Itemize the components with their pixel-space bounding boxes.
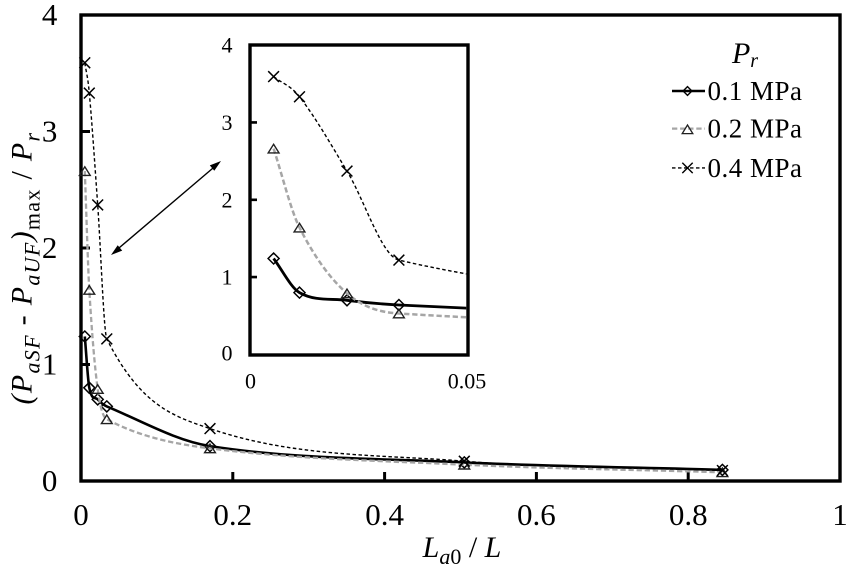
svg-text:0.6: 0.6 [517,497,556,532]
svg-text:1: 1 [832,497,848,532]
svg-text:3: 3 [222,110,233,135]
svg-text:0.8: 0.8 [669,497,708,532]
svg-text:0.05: 0.05 [448,368,487,393]
svg-text:0: 0 [245,368,256,393]
svg-text:2: 2 [42,230,58,265]
svg-text:0: 0 [42,463,58,498]
svg-text:0.1 MPa: 0.1 MPa [708,76,803,106]
svg-text:La0 / L: La0 / L [422,531,502,566]
svg-text:(PaSF - PaUF)max / Pr: (PaSF - PaUF)max / Pr [6,132,45,405]
svg-text:0: 0 [73,497,89,532]
svg-text:4: 4 [42,0,58,32]
svg-text:0.4: 0.4 [365,497,404,532]
svg-text:0.4 MPa: 0.4 MPa [708,153,803,183]
svg-text:1: 1 [42,347,58,382]
svg-text:2: 2 [222,187,233,212]
svg-text:0.2 MPa: 0.2 MPa [708,114,803,144]
svg-text:4: 4 [222,33,233,58]
svg-text:0.2: 0.2 [213,497,252,532]
svg-text:1: 1 [222,265,233,290]
svg-text:0: 0 [222,341,233,366]
svg-text:3: 3 [42,114,58,149]
